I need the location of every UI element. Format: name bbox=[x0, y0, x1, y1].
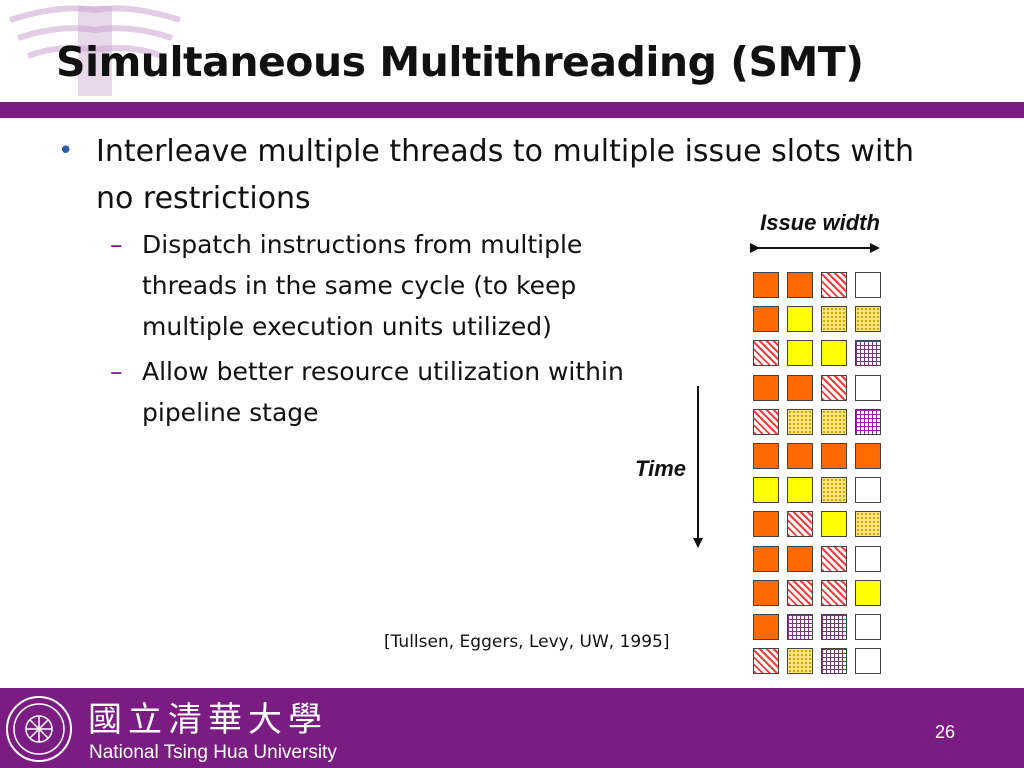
issue-slot-orange bbox=[753, 579, 779, 606]
issue-slot-orange bbox=[753, 442, 779, 469]
issue-slot-dotted bbox=[787, 408, 813, 435]
issue-slot-red-hatch bbox=[753, 340, 779, 367]
issue-width-label: Issue width bbox=[760, 210, 880, 235]
issue-slot-yellow bbox=[821, 511, 847, 538]
dash-icon: – bbox=[110, 230, 123, 259]
issue-slot-empty bbox=[855, 648, 881, 675]
issue-slot-red-hatch bbox=[753, 408, 779, 435]
main-bullet-text: Interleave multiple threads to multiple … bbox=[96, 134, 915, 216]
issue-slot-red-hatch bbox=[753, 648, 779, 675]
issue-slot-empty bbox=[855, 613, 881, 640]
issue-slot-dotted bbox=[821, 477, 847, 504]
issue-slot-orange bbox=[821, 442, 847, 469]
issue-slot-orange bbox=[787, 272, 813, 298]
footer-bar: 國立清華大學 National Tsing Hua University 26 bbox=[0, 688, 1024, 768]
issue-slot-dotted bbox=[787, 648, 813, 675]
sub-bullet-text: Dispatch instructions from multiple thre… bbox=[142, 230, 583, 341]
page-number: 26 bbox=[934, 722, 956, 742]
citation: [Tullsen, Eggers, Levy, UW, 1995] bbox=[384, 632, 670, 652]
issue-slot-orange bbox=[787, 545, 813, 572]
issue-slot-purple-grid bbox=[821, 648, 847, 675]
issue-slot-orange bbox=[787, 442, 813, 469]
issue-slot-orange bbox=[855, 442, 881, 469]
university-name-english: National Tsing Hua University bbox=[89, 742, 337, 763]
issue-slot-red-hatch bbox=[787, 579, 813, 606]
issue-slot-yellow bbox=[787, 477, 813, 504]
university-logo-watermark bbox=[9, 5, 181, 96]
sub-bullet-2: – Allow better resource utilization with… bbox=[110, 351, 630, 433]
issue-slot-purple-grid bbox=[855, 340, 881, 367]
issue-slot-yellow bbox=[753, 477, 779, 504]
issue-slot-empty bbox=[855, 545, 881, 572]
issue-slot-red-hatch bbox=[821, 579, 847, 606]
issue-slot-purple-grid bbox=[787, 613, 813, 640]
issue-slot-orange bbox=[753, 613, 779, 640]
time-label: Time bbox=[635, 456, 686, 481]
issue-slot-orange bbox=[753, 374, 779, 401]
sub-bullet-1: – Dispatch instructions from multiple th… bbox=[110, 224, 630, 347]
title-divider-bar bbox=[0, 102, 1024, 118]
issue-slot-red-hatch bbox=[821, 545, 847, 572]
issue-slot-grid bbox=[753, 272, 883, 675]
issue-slot-orange bbox=[787, 374, 813, 401]
issue-slot-purple-grid bbox=[855, 408, 881, 435]
university-seal-icon bbox=[6, 696, 72, 762]
issue-slot-orange bbox=[753, 511, 779, 538]
issue-slot-red-hatch bbox=[821, 374, 847, 401]
issue-slot-dotted bbox=[855, 306, 881, 333]
issue-slot-orange bbox=[753, 272, 779, 298]
issue-slot-yellow bbox=[787, 340, 813, 367]
issue-slot-dotted bbox=[821, 408, 847, 435]
university-name-chinese: 國立清華大學 bbox=[88, 700, 328, 740]
issue-slot-yellow bbox=[787, 306, 813, 333]
issue-slot-empty bbox=[855, 374, 881, 401]
issue-slot-dotted bbox=[855, 511, 881, 538]
issue-slot-orange bbox=[753, 306, 779, 333]
dash-icon: – bbox=[110, 357, 123, 386]
issue-slot-yellow bbox=[821, 340, 847, 367]
main-bullet: • Interleave multiple threads to multipl… bbox=[58, 128, 918, 222]
issue-slot-yellow bbox=[855, 579, 881, 606]
issue-slot-empty bbox=[855, 272, 881, 298]
issue-slot-purple-grid bbox=[821, 613, 847, 640]
issue-slot-empty bbox=[855, 477, 881, 504]
slide-title: Simultaneous Multithreading (SMT) bbox=[56, 38, 864, 86]
issue-slot-orange bbox=[753, 545, 779, 572]
issue-slot-red-hatch bbox=[787, 511, 813, 538]
bullet-dot-icon: • bbox=[58, 136, 74, 166]
issue-slot-dotted bbox=[821, 306, 847, 333]
issue-slot-red-hatch bbox=[821, 272, 847, 298]
sub-bullet-text: Allow better resource utilization within… bbox=[142, 357, 624, 427]
